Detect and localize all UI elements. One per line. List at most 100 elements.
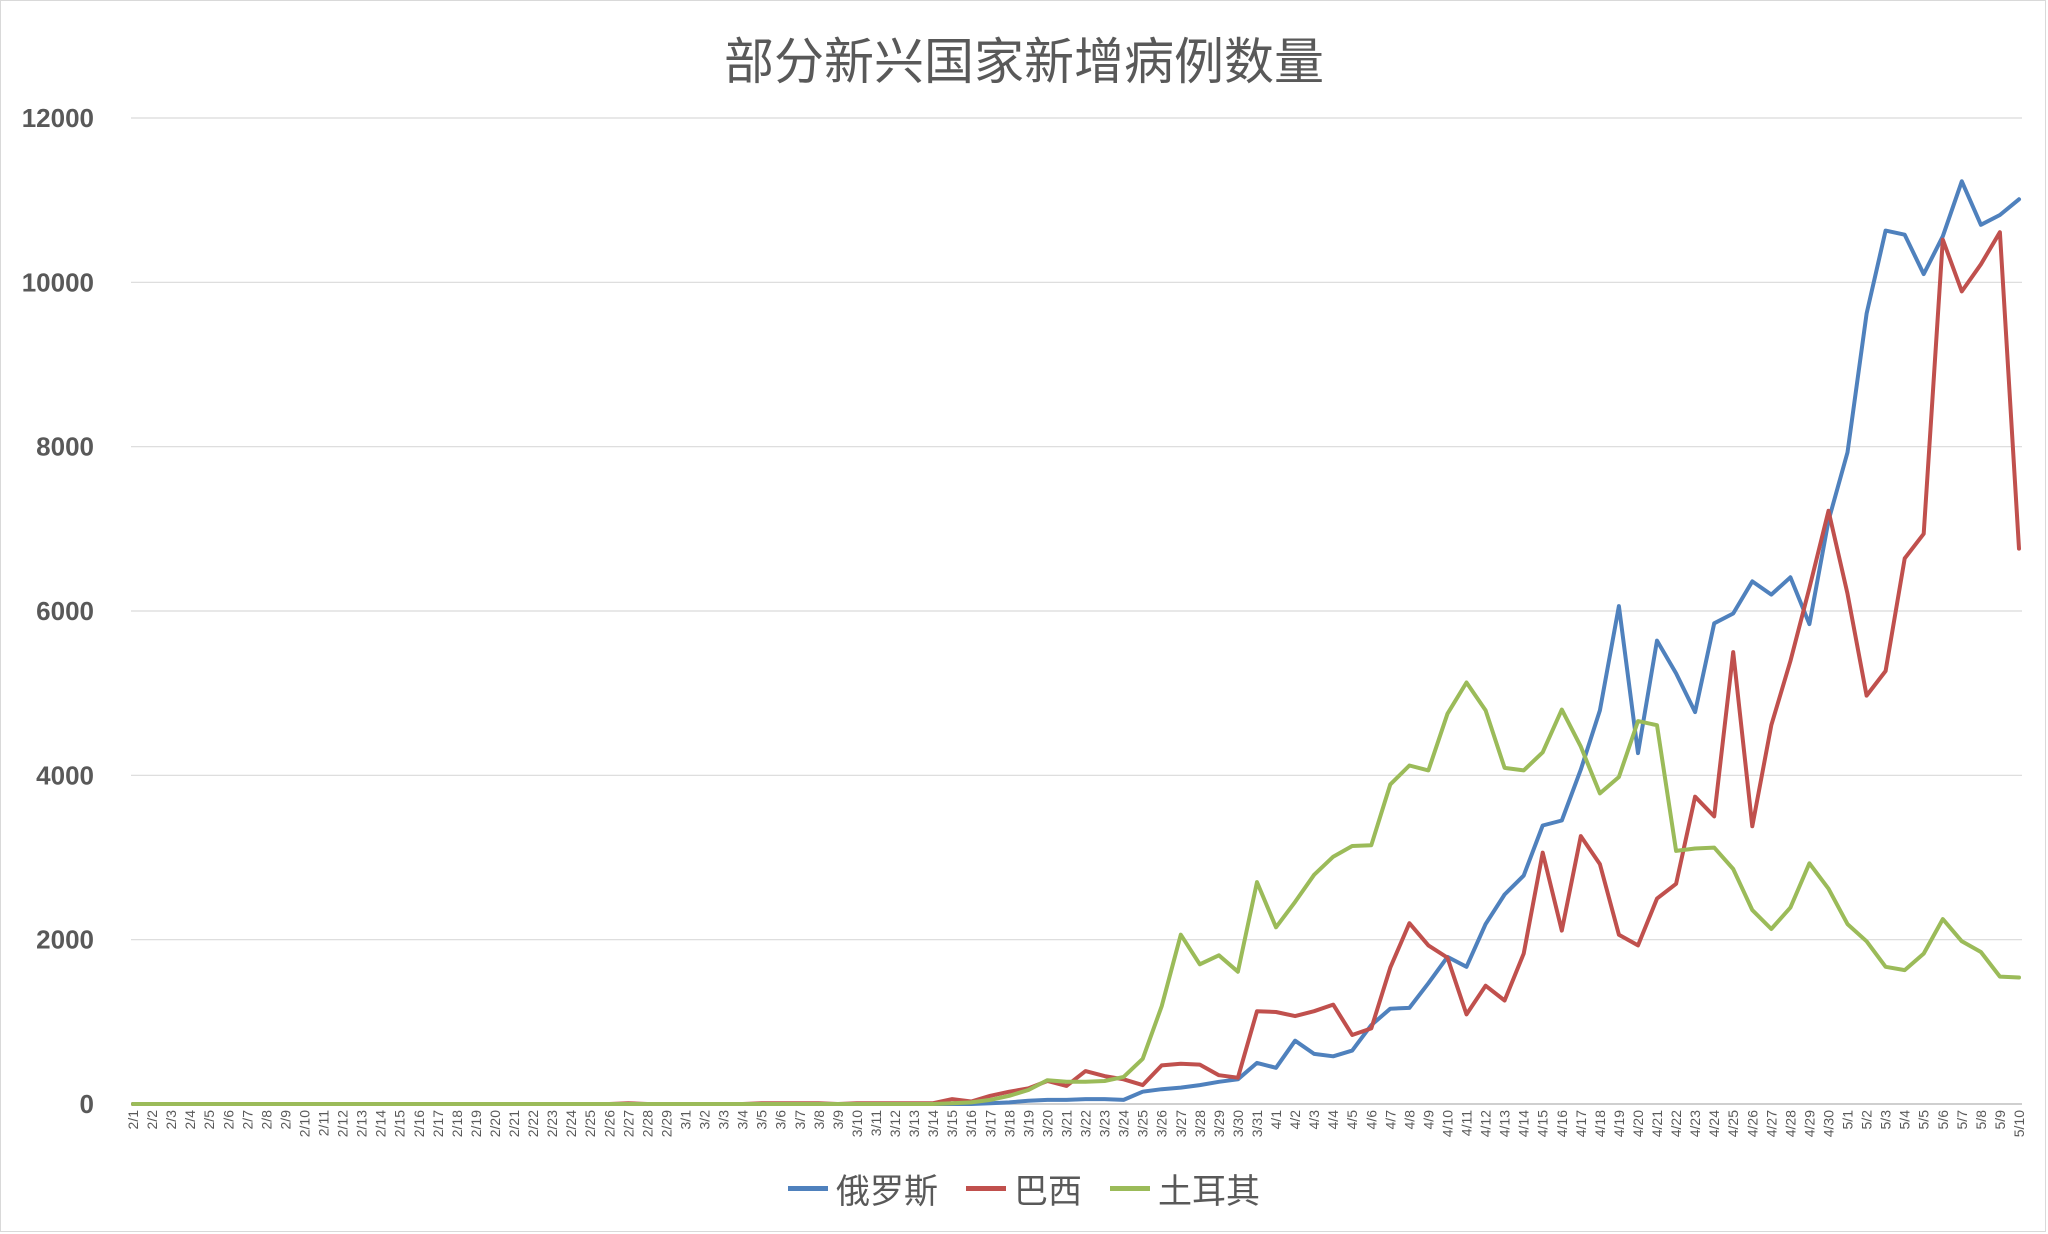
y-tick-label: 0	[80, 1089, 94, 1119]
x-tick-label: 3/1	[677, 1110, 693, 1130]
x-tick-label: 2/5	[201, 1110, 217, 1130]
chart-title: 部分新兴国家新增病例数量	[724, 33, 1324, 91]
x-tick-label: 3/19	[1020, 1110, 1036, 1137]
x-tick-label: 4/22	[1668, 1110, 1684, 1137]
x-tick-label: 3/22	[1078, 1110, 1094, 1137]
x-tick-label: 2/2	[144, 1110, 160, 1130]
x-tick-label: 3/25	[1135, 1110, 1151, 1137]
x-tick-label: 4/16	[1554, 1110, 1570, 1137]
x-tick-label: 5/8	[1973, 1110, 1989, 1130]
x-tick-label: 3/6	[773, 1110, 789, 1130]
x-tick-label: 3/7	[792, 1110, 808, 1130]
legend-item: 俄罗斯	[788, 1164, 938, 1213]
x-tick-label: 2/28	[639, 1110, 655, 1137]
x-tick-label: 2/3	[163, 1110, 179, 1130]
x-tick-label: 4/18	[1592, 1110, 1608, 1137]
legend-swatch	[788, 1186, 828, 1191]
gridlines	[131, 117, 2022, 1105]
x-tick-label: 4/12	[1478, 1110, 1494, 1137]
x-tick-label: 4/15	[1535, 1110, 1551, 1137]
x-tick-label: 2/7	[239, 1110, 255, 1130]
x-tick-label: 4/28	[1782, 1110, 1798, 1137]
y-tick-label: 4000	[36, 760, 94, 790]
x-tick-label: 3/27	[1173, 1110, 1189, 1137]
x-tick-label: 3/29	[1211, 1110, 1227, 1137]
x-tick-label: 4/7	[1382, 1110, 1398, 1130]
x-tick-label: 3/11	[868, 1110, 884, 1136]
y-tick-label: 2000	[36, 925, 94, 955]
x-tick-label: 2/16	[411, 1110, 427, 1137]
x-tick-label: 4/29	[1801, 1110, 1817, 1137]
legend-item: 土耳其	[1110, 1164, 1260, 1213]
x-tick-label: 4/3	[1306, 1110, 1322, 1130]
x-tick-label: 3/23	[1097, 1110, 1113, 1137]
legend-swatch	[1110, 1186, 1150, 1191]
y-tick-label: 8000	[36, 432, 94, 462]
x-tick-label: 4/30	[1820, 1110, 1836, 1137]
x-tick-label: 2/24	[563, 1110, 579, 1137]
x-tick-label: 4/5	[1344, 1110, 1360, 1130]
x-tick-label: 5/3	[1878, 1110, 1894, 1130]
x-tick-label: 4/23	[1687, 1110, 1703, 1137]
series-line	[131, 680, 2021, 1106]
x-tick-label: 3/14	[925, 1110, 941, 1137]
x-tick-label: 3/12	[887, 1110, 903, 1137]
x-tick-label: 4/14	[1516, 1110, 1532, 1137]
x-tick-label: 3/3	[716, 1110, 732, 1130]
x-tick-label: 2/26	[601, 1110, 617, 1137]
x-tick-label: 2/8	[258, 1110, 274, 1130]
legend-label: 土耳其	[1158, 1172, 1260, 1212]
x-tick-label: 5/6	[1935, 1110, 1951, 1130]
x-tick-label: 3/4	[735, 1110, 751, 1130]
x-tick-label: 3/8	[811, 1110, 827, 1130]
x-tick-label: 3/17	[982, 1110, 998, 1137]
x-tick-label: 5/2	[1859, 1110, 1875, 1130]
x-tick-label: 2/23	[544, 1110, 560, 1137]
x-tick-label: 5/5	[1916, 1110, 1932, 1130]
x-tick-label: 2/19	[468, 1110, 484, 1137]
legend-item: 巴西	[966, 1164, 1082, 1213]
x-tick-label: 3/28	[1192, 1110, 1208, 1137]
x-tick-label: 5/9	[1992, 1110, 2008, 1130]
legend-label: 巴西	[1014, 1172, 1082, 1212]
x-tick-label: 4/21	[1649, 1110, 1665, 1137]
x-tick-label: 5/4	[1897, 1110, 1913, 1130]
x-tick-label: 3/26	[1154, 1110, 1170, 1137]
x-tick-label: 3/20	[1039, 1110, 1055, 1137]
x-tick-label: 2/25	[582, 1110, 598, 1137]
x-tick-label: 2/1	[125, 1110, 141, 1130]
x-tick-label: 4/8	[1401, 1110, 1417, 1130]
x-tick-label: 3/16	[963, 1110, 979, 1137]
x-axis: 2/1 2/2 2/3 2/4 2/5 2/6 2/7 2/8 2/9 2/10 2/11 2/12 2…	[125, 1110, 2027, 1137]
x-tick-label: 4/1	[1268, 1110, 1284, 1130]
y-tick-label: 6000	[36, 596, 94, 626]
legend-swatch	[966, 1186, 1006, 1191]
x-tick-label: 2/12	[335, 1110, 351, 1137]
x-tick-label: 3/10	[849, 1110, 865, 1137]
x-tick-label: 2/27	[620, 1110, 636, 1137]
x-tick-label: 3/2	[697, 1110, 713, 1130]
x-tick-label: 4/4	[1325, 1110, 1341, 1130]
legend-label: 俄罗斯	[836, 1172, 938, 1212]
x-tick-label: 3/24	[1116, 1110, 1132, 1137]
series-line	[131, 230, 2021, 1106]
x-tick-label: 4/26	[1744, 1110, 1760, 1137]
series-lines	[131, 179, 2021, 1106]
x-tick-label: 3/9	[830, 1110, 846, 1130]
x-tick-label: 2/9	[277, 1110, 293, 1130]
x-tick-label: 2/15	[392, 1110, 408, 1137]
x-tick-label: 2/11	[316, 1110, 332, 1136]
x-tick-label: 2/14	[373, 1110, 389, 1137]
x-tick-label: 4/2	[1287, 1110, 1303, 1130]
x-tick-label: 2/4	[182, 1110, 198, 1130]
x-tick-label: 2/18	[449, 1110, 465, 1137]
x-tick-label: 5/7	[1954, 1110, 1970, 1130]
x-tick-label: 3/15	[944, 1110, 960, 1137]
x-tick-label: 4/27	[1763, 1110, 1779, 1137]
x-tick-label: 2/13	[354, 1110, 370, 1137]
x-tick-label: 4/25	[1725, 1110, 1741, 1137]
x-tick-label: 3/5	[754, 1110, 770, 1130]
x-tick-label: 2/20	[487, 1110, 503, 1137]
y-tick-label: 12000	[22, 103, 94, 133]
x-tick-label: 4/6	[1363, 1110, 1379, 1130]
